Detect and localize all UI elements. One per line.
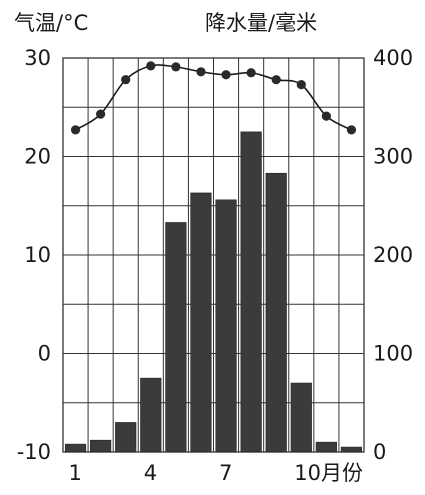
precipitation-tick-label: 200 xyxy=(373,243,413,267)
grid xyxy=(62,57,365,453)
precipitation-tick-label: 100 xyxy=(373,342,413,366)
precipitation-bar xyxy=(165,222,187,453)
precipitation-bar xyxy=(265,172,287,453)
temperature-point xyxy=(196,67,206,77)
temperature-point xyxy=(70,125,81,135)
month-tick-label: 1 xyxy=(69,461,82,485)
temperature-point xyxy=(271,75,281,85)
temperature-point xyxy=(296,79,306,90)
left-axis-title: 气温/°C xyxy=(14,11,88,35)
temperature-point xyxy=(96,109,106,119)
month-tick-label: 10月份 xyxy=(294,461,363,485)
precipitation-bar xyxy=(215,199,237,453)
precipitation-bar xyxy=(115,422,137,453)
precipitation-bar xyxy=(140,377,162,453)
temperature-point xyxy=(246,68,256,78)
month-tick-label: 7 xyxy=(219,461,232,485)
precipitation-bar xyxy=(240,131,262,453)
precipitation-bars xyxy=(64,131,363,453)
precipitation-bar xyxy=(90,439,112,453)
precipitation-tick-label: 400 xyxy=(373,46,413,70)
temperature-point xyxy=(121,75,131,85)
temperature-tick-label: 30 xyxy=(24,46,51,70)
precipitation-tick-label: 300 xyxy=(373,145,413,169)
temperature-tick-label: -10 xyxy=(17,440,51,464)
month-tick-label: 4 xyxy=(144,461,157,485)
temperature-point xyxy=(346,125,357,135)
temperature-point xyxy=(146,61,156,71)
precipitation-bar xyxy=(64,443,87,453)
precipitation-bar xyxy=(190,192,212,453)
temperature-point xyxy=(321,111,331,121)
temperature-tick-label: 10 xyxy=(24,243,51,267)
precipitation-bar xyxy=(315,441,337,453)
temperature-point xyxy=(221,70,231,80)
temperature-tick-label: 0 xyxy=(38,342,51,366)
precipitation-bar xyxy=(340,446,363,453)
precipitation-tick-label: 0 xyxy=(373,440,386,464)
temperature-line xyxy=(70,61,357,135)
right-axis-title: 降水量/毫米 xyxy=(205,11,317,35)
temperature-point xyxy=(171,62,181,72)
temperature-tick-label: 20 xyxy=(24,145,51,169)
precipitation-bar xyxy=(290,382,312,453)
